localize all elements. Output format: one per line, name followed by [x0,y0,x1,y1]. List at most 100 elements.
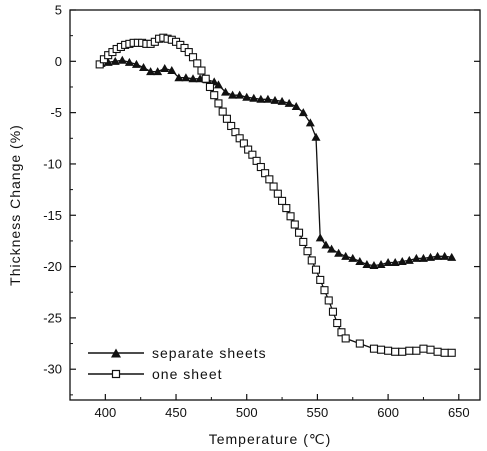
data-point-square [311,265,321,274]
data-point-triangle [447,252,457,261]
data-point-triangle [188,74,198,83]
data-point-triangle [249,93,259,102]
data-point-square [99,55,108,64]
data-point-square [95,60,104,69]
legend: separate sheets one sheet [88,345,267,382]
data-point-square [227,121,236,131]
data-point-square [282,204,291,213]
data-point-triangle [298,108,308,117]
data-point-triangle [153,67,163,76]
data-point-square [328,307,338,316]
data-point-square [273,189,282,198]
data-point-triangle [167,66,177,75]
data-point-square [426,345,435,354]
data-point-square [261,169,270,178]
data-point-square [355,339,364,348]
series-one-sheet [95,33,456,357]
data-point-triangle [117,55,127,64]
data-point-square [440,348,449,357]
data-point-square [269,182,278,191]
data-point-square [324,296,333,305]
data-point-triangle [355,256,365,265]
data-point-triangle [418,253,428,262]
data-point-square [205,82,215,92]
x-tick-label: 450 [165,405,187,420]
data-point-triangle [305,118,315,127]
data-point-triangle [146,67,156,76]
tick-labels: 400 450 500 550 600 650 5 0 -5 -10 -15 -20 -25 -30 [43,3,469,421]
data-point-triangle [348,253,358,262]
x-axis-label: Temperature (℃) [209,431,332,447]
data-point-square [294,228,304,237]
y-axis-label: Thickness Change (%) [7,124,23,286]
data-point-triangle [383,257,393,266]
y-tick-label: -20 [43,259,62,274]
data-point-square [412,346,421,355]
data-point-triangle [440,251,450,260]
data-point-triangle [270,95,280,104]
x-tick-label: 400 [94,405,116,420]
legend-marker-separate-sheets [111,348,121,358]
x-tick-label: 600 [377,405,399,420]
data-point-triangle [110,56,120,65]
data-point-square [188,53,198,62]
data-point-triangle [411,253,421,262]
data-point-square [333,318,342,328]
data-point-square [341,334,350,343]
data-point-triangle [315,233,325,242]
data-point-square [433,347,442,356]
data-point-square [184,48,193,57]
data-point-square [307,256,316,265]
series-line [101,59,452,267]
data-point-square [384,346,393,355]
data-point-square [214,99,223,108]
data-point-square [447,348,456,357]
y-tick-label: 5 [55,3,62,18]
data-point-triangle [213,80,223,89]
data-point-triangle [174,73,184,82]
data-point-triangle [291,101,301,110]
series-separate-sheets [96,55,457,270]
series-layer [95,33,457,357]
data-point-triangle [433,251,443,260]
data-point-triangle [124,57,134,66]
data-point-triangle [369,261,379,270]
data-point-square [210,91,219,100]
data-point-square [290,220,299,229]
data-point-square [256,162,265,172]
data-point-square [316,275,325,284]
legend-label-one-sheet: one sheet [152,366,223,382]
data-point-square [299,237,308,246]
plot-border [69,9,481,401]
data-point-triangle [284,98,294,107]
data-point-triangle [242,92,252,101]
data-point-triangle [181,73,191,82]
data-point-triangle [426,252,436,261]
data-point-square [193,59,202,68]
data-point-triangle [160,64,170,72]
data-point-triangle [131,59,141,68]
data-point-square [376,345,386,354]
axis-ticks [69,9,480,400]
data-point-triangle [235,90,245,99]
y-tick-label: -25 [43,310,62,325]
data-point-square [222,114,231,123]
data-point-square [303,247,312,256]
data-point-square [337,328,346,337]
data-point-square [265,175,274,184]
legend-label-separate-sheets: separate sheets [152,345,267,361]
y-tick-label: 0 [55,54,62,69]
x-tick-label: 550 [307,405,329,420]
data-point-triangle [327,244,337,253]
y-tick-label: -5 [50,105,62,120]
data-point-triangle [263,94,273,103]
data-point-triangle [311,132,321,141]
y-tick-label: -10 [43,156,62,171]
data-point-square [369,344,379,353]
plot-frame [69,9,481,401]
data-point-square [286,212,295,221]
data-point-triangle [341,251,351,260]
data-point-square [218,107,227,116]
